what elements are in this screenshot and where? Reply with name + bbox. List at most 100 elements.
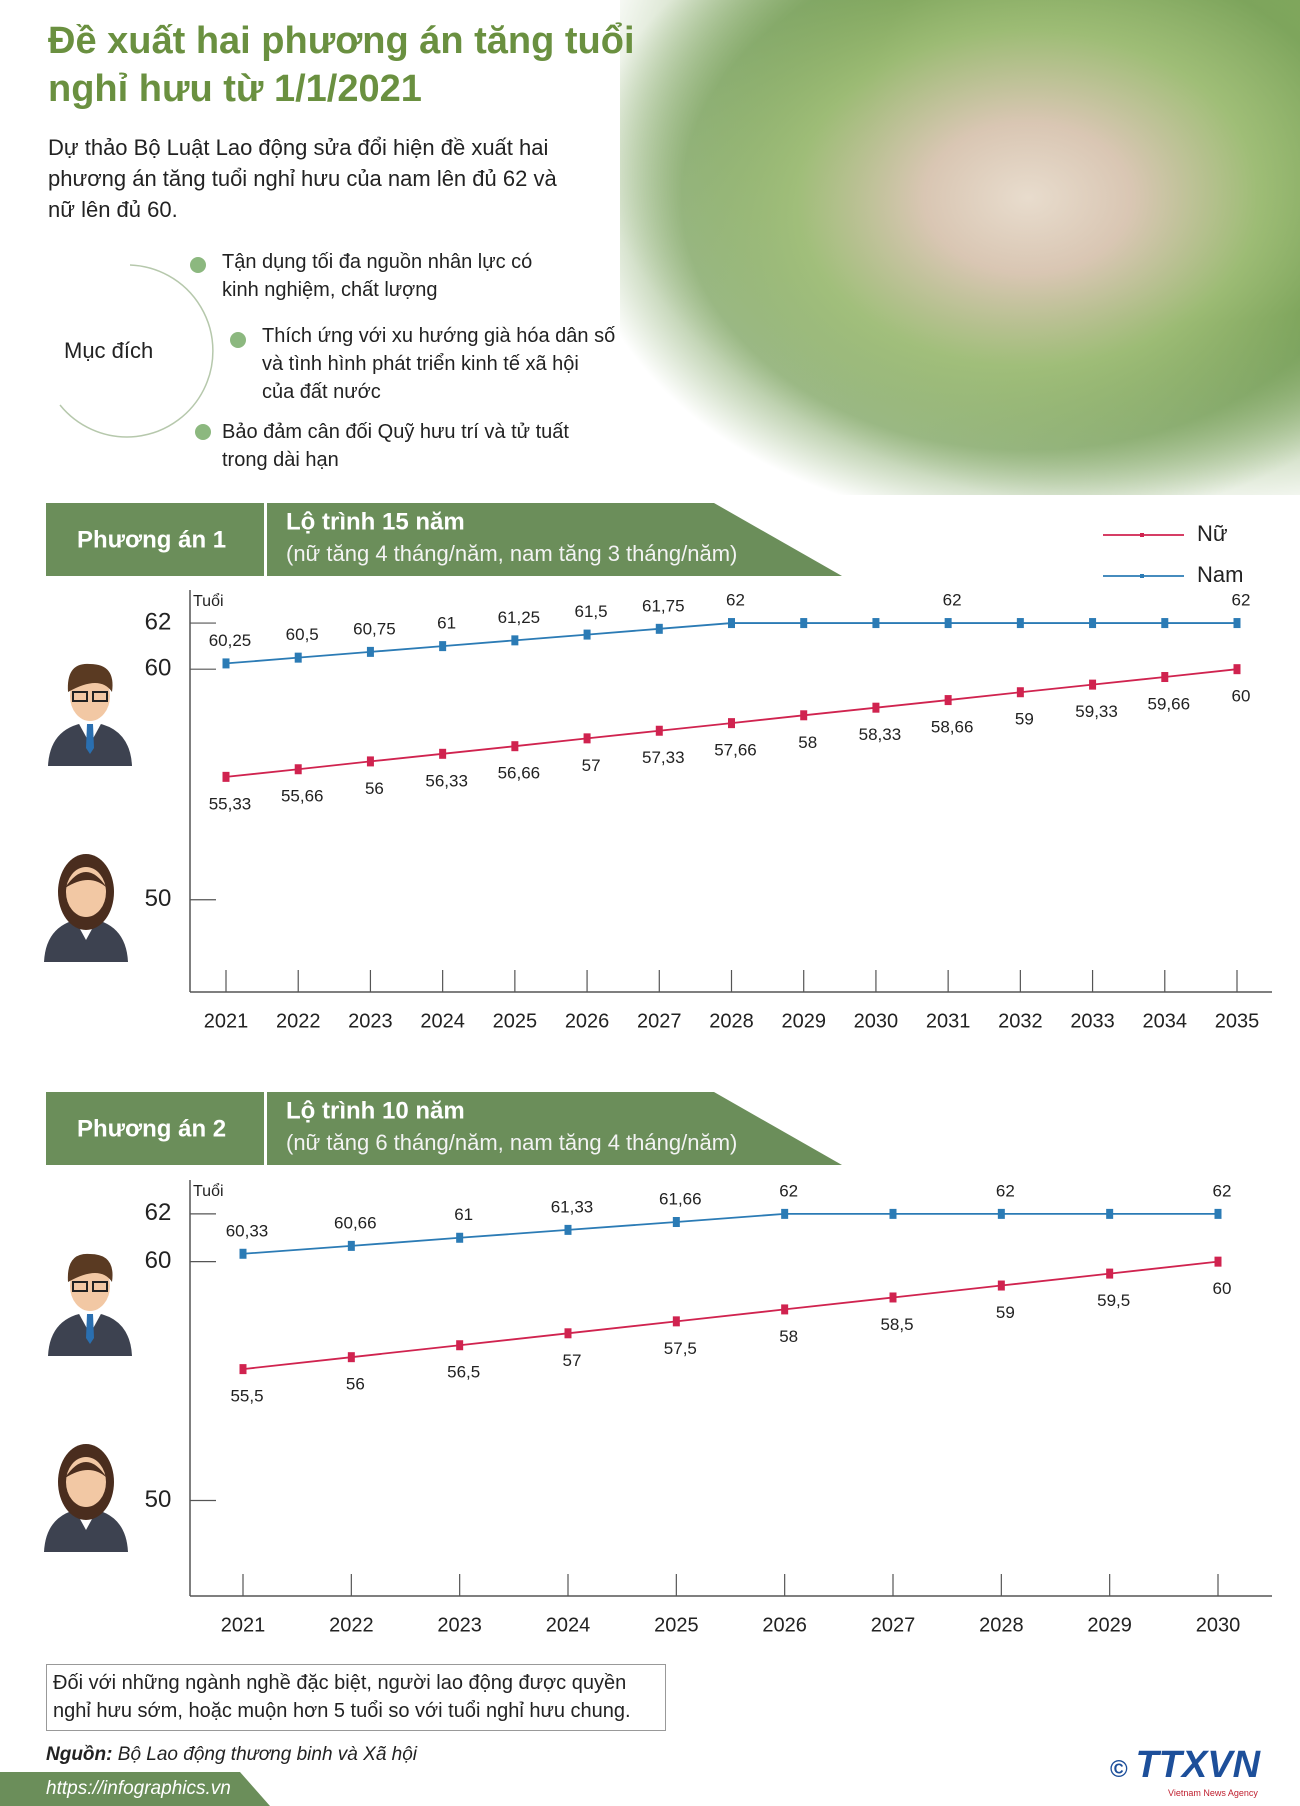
point-marker [781,1208,789,1219]
logo-mark: © [1110,1756,1128,1783]
point-marker [889,1292,897,1303]
point-marker [294,764,302,775]
plan-label: Phương án 2 [77,1115,226,1142]
x-tick-label: 2024 [420,1010,465,1032]
x-tick-label: 2022 [276,1010,321,1032]
point-marker [239,1364,247,1375]
point-marker [347,1240,355,1251]
purpose-item: trong dài hạn [222,449,339,471]
purpose-arc [59,264,214,438]
title-line: nghỉ hưu từ 1/1/2021 [48,68,422,110]
y-axis-label: Tuổi [193,1182,224,1200]
value-label: 60 [1213,1279,1232,1298]
purpose-label: Mục đích [64,338,154,363]
value-label: 56,66 [498,764,541,783]
point-marker [1161,672,1169,683]
x-tick-label: 2035 [1215,1010,1260,1032]
value-label: 59 [1015,710,1034,729]
point-marker [997,1208,1005,1219]
point-marker [1161,618,1169,629]
point-marker [456,1232,464,1243]
avatar-glasses [72,1281,88,1292]
series-line [242,1260,1219,1371]
value-label: 61,66 [659,1189,702,1208]
value-label: 57,33 [642,748,685,767]
point-marker [511,635,519,646]
avatar-body [44,1508,128,1552]
avatar-body [44,918,128,962]
avatar-fringe [65,1462,107,1478]
value-label: 58,66 [931,718,974,737]
point-marker [366,646,374,657]
value-label: 62 [996,1181,1015,1200]
point-marker [1089,618,1097,629]
logo: © TTXVN [1110,1744,1260,1787]
x-tick-label: 2027 [871,1614,916,1636]
y-tick-label: 62 [145,608,172,635]
avatar-face [70,671,110,721]
point-marker [944,695,952,706]
logo-name: TTXVN [1135,1744,1261,1786]
legend-marker [1140,574,1144,578]
point-marker [672,1217,680,1228]
x-tick-label: 2033 [1070,1010,1115,1032]
x-tick-label: 2023 [348,1010,393,1032]
value-label: 62 [726,591,745,610]
point-marker [800,618,808,629]
value-label: 58 [779,1327,798,1346]
point-marker [347,1352,355,1363]
plan-band [46,503,264,576]
avatar-glasses [72,691,88,702]
value-label: 55,33 [209,794,252,813]
purpose-item: và tình hình phát triển kinh tế xã hội [262,353,579,375]
legend-marker [1140,533,1144,537]
logo-sub: Vietnam News Agency [1168,1788,1258,1798]
x-tick-label: 2029 [1087,1614,1132,1636]
avatar-collar [74,1508,98,1530]
point-marker [997,1280,1005,1291]
y-tick-label: 60 [145,655,172,682]
note: Đối với những ngành nghề đặc biệt, người… [46,1664,666,1731]
point-marker [239,1248,247,1259]
x-tick-label: 2021 [204,1010,249,1032]
value-label: 56 [365,779,384,798]
avatar-face [70,1261,110,1311]
value-label: 60,5 [286,625,319,644]
point-marker [366,756,374,767]
avatar-glasses [92,1281,108,1292]
bullet [230,332,246,348]
x-tick-label: 2026 [762,1614,807,1636]
note-line: nghỉ hưu sớm, hoặc muộn hơn 5 tuổi so vớ… [53,1700,631,1722]
series-line [242,1212,1218,1255]
x-tick-label: 2029 [781,1010,826,1032]
point-marker [1016,687,1024,698]
avatar-glasses [92,691,108,702]
x-tick-label: 2024 [546,1614,591,1636]
value-label: 57 [563,1351,582,1370]
value-label: 59,66 [1148,695,1191,714]
point-marker [1089,679,1097,690]
point-marker [1233,618,1241,629]
x-tick-label: 2028 [979,1614,1024,1636]
avatar-hair [67,1253,113,1282]
point-marker [222,658,230,669]
plan-band [46,1092,264,1165]
y-axis-label: Tuổi [193,592,224,610]
point-marker [456,1340,464,1351]
value-label: 57,66 [714,741,757,760]
avatar-hair [58,1444,114,1520]
avatar-tie [86,1314,94,1344]
y-tick-label: 62 [145,1199,172,1226]
url-bg [0,1772,270,1806]
avatar-hair [67,663,113,692]
value-label: 60,75 [353,619,396,638]
value-label: 59 [996,1303,1015,1322]
point-marker [1106,1268,1114,1279]
purpose-item: Thích ứng với xu hướng già hóa dân số [262,325,616,347]
route-band [267,503,842,576]
point-marker [1214,1208,1222,1219]
x-tick-label: 2023 [437,1614,482,1636]
point-marker [728,718,735,729]
point-marker [655,725,663,736]
